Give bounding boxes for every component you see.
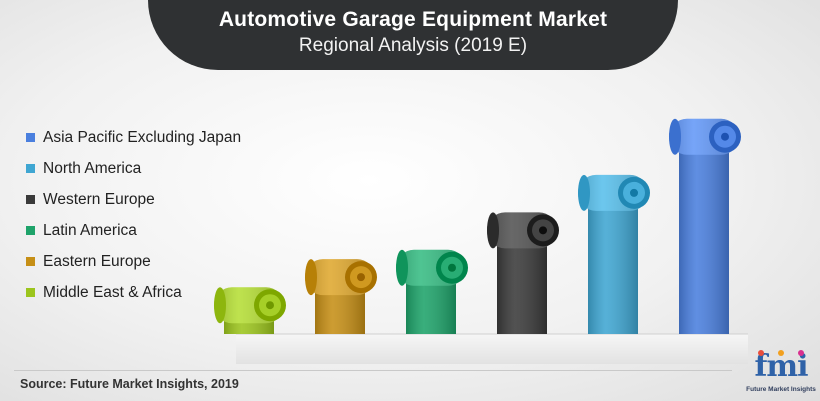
legend-item: Asia Pacific Excluding Japan [26,122,241,153]
legend-swatch [26,164,35,173]
legend-swatch [26,133,35,142]
logo-wordmark: fmi [754,349,808,384]
bar-roll-edge [305,259,317,296]
legend-item: Middle East & Africa [26,277,241,308]
bar-curl-core [266,301,274,310]
legend-item: Eastern Europe [26,246,241,277]
logo-dot-icon [778,350,784,356]
bar [305,259,377,334]
bar-roll-edge [214,287,226,324]
legend-label: North America [43,159,142,177]
legend-item: Western Europe [26,184,241,215]
logo-dot-icon [758,350,764,356]
legend-label: Middle East & Africa [43,283,182,301]
source-note: Source: Future Market Insights, 2019 [20,377,239,391]
chart-subtitle: Regional Analysis (2019 E) [298,35,528,56]
logo-caption: Future Market Insights [746,386,816,393]
bar-roll-edge [396,249,408,286]
bar-body-shade [588,192,638,334]
legend-swatch [26,195,35,204]
legend-swatch [26,288,35,297]
legend-label: Asia Pacific Excluding Japan [43,128,242,146]
chart-floor [236,334,748,364]
legend-swatch [26,257,35,266]
legend-label: Eastern Europe [43,252,151,270]
bar [669,118,741,334]
legend-label: Latin America [43,221,137,239]
bar [396,249,468,334]
bar [487,212,559,334]
legend-swatch [26,226,35,235]
legend-item: North America [26,153,241,184]
bar [578,174,650,334]
fmi-logo: fmi Future Market Insights [744,349,818,398]
logo-dot-icon [798,350,804,356]
chart-title: Automotive Garage Equipment Market [218,8,608,31]
bar-roll-edge [578,174,590,211]
bar-curl-core [630,188,638,197]
bar-curl-core [357,273,365,282]
bar [214,287,286,334]
bar-curl-core [539,226,547,235]
legend-label: Western Europe [43,190,155,208]
legend-item: Latin America [26,215,241,246]
bar-roll-edge [669,118,681,155]
bar-body-shade [679,136,729,334]
divider [14,370,732,371]
title-banner: Automotive Garage Equipment Market Regio… [148,0,678,70]
bar-roll-edge [487,212,499,249]
bar-curl-core [448,263,456,272]
bar-curl-core [721,132,729,141]
legend: Asia Pacific Excluding Japan North Ameri… [26,122,241,308]
